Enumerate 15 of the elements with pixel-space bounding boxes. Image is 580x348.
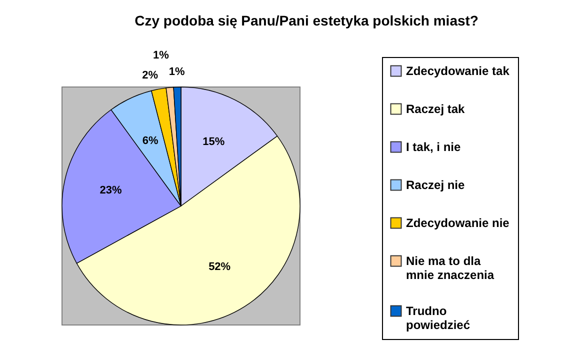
data-label: 1%	[168, 66, 185, 78]
legend-label: Nie ma to dla mnie znaczenia	[406, 254, 494, 282]
data-label: 52%	[208, 260, 231, 273]
chart-title: Czy podoba się Panu/Pani estetyka polskich miast?	[134, 12, 478, 28]
data-label: 23%	[100, 184, 122, 196]
legend-label: I tak, i nie	[406, 140, 462, 154]
legend-label: Raczej tak	[406, 102, 466, 116]
data-label: 6%	[142, 134, 159, 147]
legend-label: Raczej nie	[406, 178, 466, 192]
legend-label: Zdecydowanie tak	[406, 64, 510, 78]
data-label: 1%	[153, 49, 170, 62]
legend-label: Zdecydowanie nie	[406, 216, 510, 230]
data-label: 2%	[142, 70, 158, 82]
data-label: 15%	[202, 136, 225, 148]
legend-label: Trudno powiedzieć	[406, 304, 470, 332]
